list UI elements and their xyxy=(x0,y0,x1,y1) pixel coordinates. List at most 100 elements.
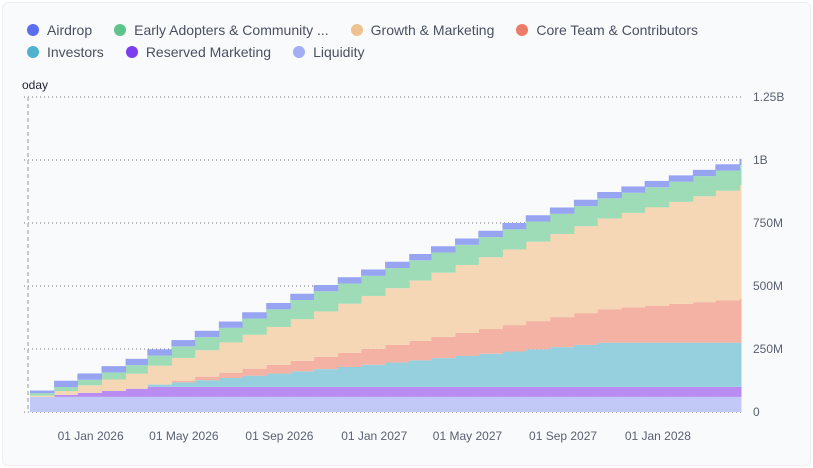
area-step-investors xyxy=(266,373,291,387)
y-tick-label: 750M xyxy=(753,216,783,230)
area-step-growth-marketing xyxy=(692,196,716,303)
area-step-reserved-marketing xyxy=(739,386,742,397)
area-step-growth-marketing xyxy=(478,257,503,330)
area-step-growth-marketing xyxy=(715,190,740,301)
area-step-investors xyxy=(597,342,622,387)
area-step-airdrop xyxy=(266,303,291,310)
area-step-core-team-contributors xyxy=(171,380,196,383)
area-step-growth-marketing xyxy=(597,218,622,310)
area-step-liquidity xyxy=(337,396,362,412)
area-step-early-adopters-community- xyxy=(147,355,172,366)
area-step-early-adopters-community- xyxy=(218,327,243,343)
area-step-early-adopters-community- xyxy=(668,181,694,202)
area-step-investors xyxy=(573,344,598,387)
area-step-liquidity xyxy=(361,396,386,412)
area-step-growth-marketing xyxy=(266,326,291,365)
area-step-core-team-contributors xyxy=(597,309,622,343)
area-step-early-adopters-community- xyxy=(715,170,740,191)
area-step-airdrop xyxy=(147,349,172,356)
area-step-early-adopters-community- xyxy=(77,379,102,386)
legend-item[interactable]: Investors xyxy=(27,44,104,60)
legend-dot-icon xyxy=(350,24,363,36)
area-step-reserved-marketing xyxy=(409,386,432,397)
area-step-core-team-contributors xyxy=(430,336,456,359)
area-step-liquidity xyxy=(502,396,527,412)
area-step-airdrop xyxy=(573,199,598,207)
area-step-growth-marketing xyxy=(455,264,479,333)
area-step-early-adopters-community- xyxy=(385,268,410,289)
area-step-airdrop xyxy=(692,169,716,177)
area-step-liquidity xyxy=(242,396,267,412)
legend-dot-icon xyxy=(27,46,39,58)
area-step-early-adopters-community- xyxy=(313,291,339,312)
x-tick-label: 01 Jan 2028 xyxy=(625,429,691,443)
area-step-liquidity xyxy=(739,396,742,412)
area-step-early-adopters-community- xyxy=(739,165,742,186)
area-step-airdrop xyxy=(171,340,196,347)
y-tick-label: 0 xyxy=(753,405,760,419)
area-step-reserved-marketing xyxy=(549,386,575,397)
area-step-core-team-contributors xyxy=(621,307,646,343)
legend-dot-icon xyxy=(125,46,138,58)
area-step-early-adopters-community- xyxy=(692,176,716,197)
area-step-airdrop xyxy=(644,180,670,188)
legend-dot-icon xyxy=(114,24,127,36)
area-step-early-adopters-community- xyxy=(54,387,78,392)
area-step-early-adopters-community- xyxy=(194,337,220,351)
area-step-reserved-marketing xyxy=(54,394,78,397)
area-step-core-team-contributors xyxy=(194,376,220,381)
area-step-growth-marketing xyxy=(218,342,243,373)
area-step-liquidity xyxy=(313,396,339,412)
area-step-reserved-marketing xyxy=(692,386,716,397)
today-marker-label: oday xyxy=(22,78,48,92)
area-step-investors xyxy=(644,342,670,387)
area-step-liquidity xyxy=(385,396,410,412)
area-step-core-team-contributors xyxy=(549,317,575,348)
area-step-liquidity xyxy=(77,396,102,412)
area-step-investors xyxy=(361,364,386,387)
x-tick-label: 01 May 2026 xyxy=(149,429,219,443)
area-step-early-adopters-community- xyxy=(525,221,551,242)
area-step-liquidity xyxy=(101,396,127,412)
area-step-core-team-contributors xyxy=(266,364,291,374)
area-step-growth-marketing xyxy=(30,395,55,397)
area-step-liquidity xyxy=(430,396,456,412)
legend-item[interactable]: Growth & Marketing xyxy=(350,22,494,38)
legend-item[interactable]: Core Team & Contributors xyxy=(516,22,698,38)
area-step-growth-marketing xyxy=(573,226,598,314)
area-step-airdrop xyxy=(430,246,456,253)
legend-item[interactable]: Airdrop xyxy=(27,22,92,38)
area-step-core-team-contributors xyxy=(692,302,716,343)
area-step-reserved-marketing xyxy=(597,386,622,397)
area-step-investors xyxy=(218,377,243,387)
area-step-growth-marketing xyxy=(430,272,456,337)
legend-item[interactable]: Reserved Marketing xyxy=(125,44,271,60)
area-step-airdrop xyxy=(313,284,339,292)
area-step-early-adopters-community- xyxy=(337,283,362,304)
area-step-airdrop xyxy=(715,164,740,171)
area-step-investors xyxy=(171,382,196,387)
area-step-core-team-contributors xyxy=(218,372,243,378)
area-step-airdrop xyxy=(101,366,127,373)
area-step-early-adopters-community- xyxy=(455,244,479,265)
area-step-growth-marketing xyxy=(147,365,172,385)
area-step-core-team-contributors xyxy=(409,340,432,361)
area-step-liquidity xyxy=(455,396,479,412)
area-step-early-adopters-community- xyxy=(621,192,646,213)
area-step-growth-marketing xyxy=(101,379,127,391)
area-step-early-adopters-community- xyxy=(549,213,575,234)
legend-item[interactable]: Early Adopters & Community ... xyxy=(114,22,329,38)
area-step-investors xyxy=(692,342,716,387)
area-step-airdrop xyxy=(194,330,220,338)
area-step-liquidity xyxy=(692,396,716,412)
area-step-airdrop xyxy=(337,277,362,284)
area-step-investors xyxy=(242,375,267,387)
area-step-airdrop xyxy=(597,192,622,199)
area-step-liquidity xyxy=(266,396,291,412)
area-step-airdrop xyxy=(739,158,742,166)
area-step-reserved-marketing xyxy=(101,390,127,397)
area-step-investors xyxy=(147,384,172,387)
legend-item[interactable]: Liquidity xyxy=(293,44,364,60)
area-step-growth-marketing xyxy=(739,185,742,299)
